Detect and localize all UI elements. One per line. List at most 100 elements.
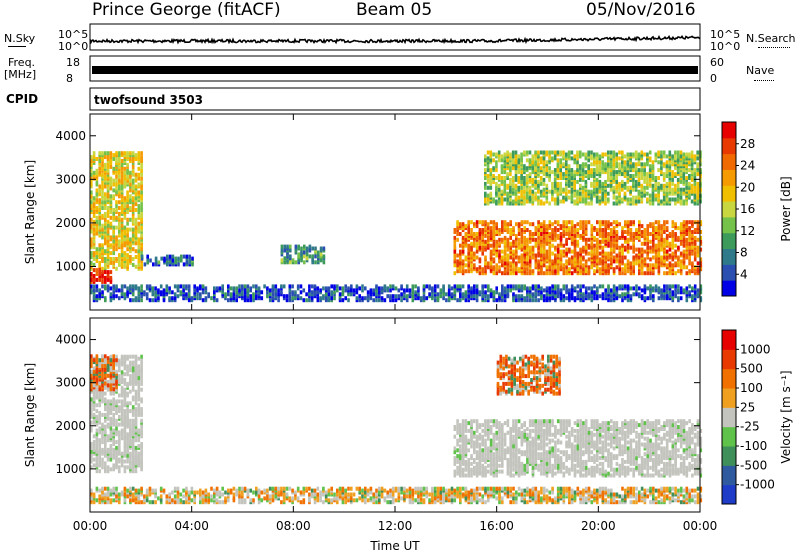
heatmap-cell bbox=[548, 255, 552, 260]
heatmap-cell bbox=[526, 261, 529, 266]
heatmap-cell bbox=[679, 241, 683, 246]
heatmap-cell bbox=[542, 220, 546, 225]
heatmap-cell bbox=[484, 168, 487, 173]
heatmap-cell bbox=[134, 184, 138, 189]
heatmap-cell bbox=[484, 261, 487, 266]
heatmap-cell bbox=[612, 158, 616, 163]
heatmap-cell bbox=[688, 193, 691, 198]
heatmap-cell bbox=[104, 449, 107, 454]
heatmap-cell bbox=[520, 253, 524, 258]
heatmap-cell bbox=[674, 284, 677, 289]
heatmap-cell bbox=[632, 199, 635, 204]
nsearch-label: N.Search bbox=[746, 32, 796, 45]
heatmap-cell bbox=[109, 416, 113, 421]
heatmap-cell bbox=[581, 172, 585, 177]
heatmap-cell bbox=[515, 298, 518, 303]
heatmap-cell bbox=[358, 298, 361, 303]
heatmap-cell bbox=[112, 239, 115, 244]
heatmap-cell bbox=[495, 181, 498, 186]
heatmap-cell bbox=[171, 290, 174, 295]
heatmap-cell bbox=[137, 166, 141, 171]
heatmap-cell bbox=[643, 168, 646, 173]
heatmap-cell bbox=[118, 374, 121, 379]
heatmap-cell bbox=[621, 292, 624, 297]
heatmap-cell bbox=[134, 233, 138, 238]
heatmap-cell bbox=[168, 254, 172, 259]
heatmap-cell bbox=[651, 197, 655, 202]
heatmap-cell bbox=[317, 250, 320, 255]
heatmap-cell bbox=[90, 403, 93, 408]
heatmap-cell bbox=[109, 270, 113, 275]
heatmap-cell bbox=[511, 187, 515, 192]
heatmap-cell bbox=[506, 267, 510, 272]
heatmap-cell bbox=[506, 228, 510, 232]
heatmap-cell bbox=[523, 179, 526, 184]
heatmap-cell bbox=[640, 247, 644, 252]
heatmap-cell bbox=[126, 194, 129, 199]
heatmap-cell bbox=[540, 247, 543, 252]
heatmap-cell bbox=[266, 286, 269, 291]
heatmap-cell bbox=[154, 286, 157, 291]
heatmap-cell bbox=[417, 292, 420, 297]
heatmap-cell bbox=[638, 292, 641, 297]
heatmap-cell bbox=[470, 220, 473, 225]
heatmap-cell bbox=[92, 395, 96, 400]
heatmap-cell bbox=[595, 152, 599, 157]
heatmap-cell bbox=[548, 170, 551, 175]
heatmap-cell bbox=[584, 179, 588, 184]
heatmap-cell bbox=[484, 226, 487, 231]
heatmap-cell bbox=[576, 259, 580, 264]
heatmap-cell bbox=[528, 172, 532, 177]
heatmap-cell bbox=[319, 252, 323, 257]
heatmap-cell bbox=[467, 230, 470, 234]
heatmap-cell bbox=[562, 284, 566, 289]
heatmap-cell bbox=[464, 269, 468, 274]
heatmap-cell bbox=[101, 206, 104, 210]
heatmap-cell bbox=[95, 447, 99, 452]
heatmap-cell bbox=[101, 243, 104, 248]
heatmap-cell bbox=[517, 255, 521, 260]
heatmap-cell bbox=[509, 201, 512, 206]
heatmap-cell bbox=[604, 162, 607, 167]
heatmap-cell bbox=[280, 244, 284, 249]
heatmap-cell bbox=[112, 188, 115, 193]
heatmap-cell bbox=[615, 265, 619, 270]
heatmap-cell bbox=[137, 296, 141, 301]
heatmap-cell bbox=[498, 241, 501, 246]
heatmap-cell bbox=[526, 228, 529, 232]
heatmap-cell bbox=[101, 290, 104, 295]
heatmap-cell bbox=[104, 428, 107, 433]
heatmap-cell bbox=[109, 235, 113, 240]
heatmap-cell bbox=[344, 288, 347, 293]
heatmap-cell bbox=[109, 194, 113, 199]
heatmap-cell bbox=[545, 172, 549, 177]
heatmap-cell bbox=[635, 228, 638, 232]
heatmap-cell bbox=[638, 220, 641, 225]
heatmap-cell bbox=[542, 294, 546, 299]
heatmap-cell bbox=[95, 393, 99, 398]
heatmap-cell bbox=[456, 226, 459, 231]
heatmap-cell bbox=[123, 401, 127, 406]
heatmap-cell bbox=[596, 220, 599, 225]
heatmap-cell bbox=[90, 182, 93, 187]
heatmap-cell bbox=[260, 296, 264, 301]
heatmap-cell bbox=[126, 368, 129, 373]
station-title: Prince George (fitACF) bbox=[92, 0, 281, 20]
heatmap-cell bbox=[316, 290, 320, 295]
heatmap-cell bbox=[90, 397, 93, 402]
heatmap-cell bbox=[98, 166, 101, 171]
heatmap-cell bbox=[693, 185, 697, 190]
cpid-strip-frame bbox=[89, 87, 701, 111]
heatmap-cell bbox=[579, 183, 582, 188]
heatmap-cell bbox=[495, 152, 498, 157]
heatmap-cell bbox=[696, 195, 699, 200]
heatmap-cell bbox=[378, 286, 381, 291]
heatmap-cell bbox=[598, 189, 602, 194]
heatmap-cell bbox=[514, 177, 518, 182]
heatmap-cell bbox=[626, 162, 630, 167]
heatmap-cell bbox=[123, 170, 127, 175]
heatmap-cell bbox=[90, 449, 93, 454]
heatmap-cell bbox=[305, 246, 309, 251]
heatmap-cell bbox=[90, 155, 93, 160]
heatmap-cell bbox=[545, 296, 549, 301]
